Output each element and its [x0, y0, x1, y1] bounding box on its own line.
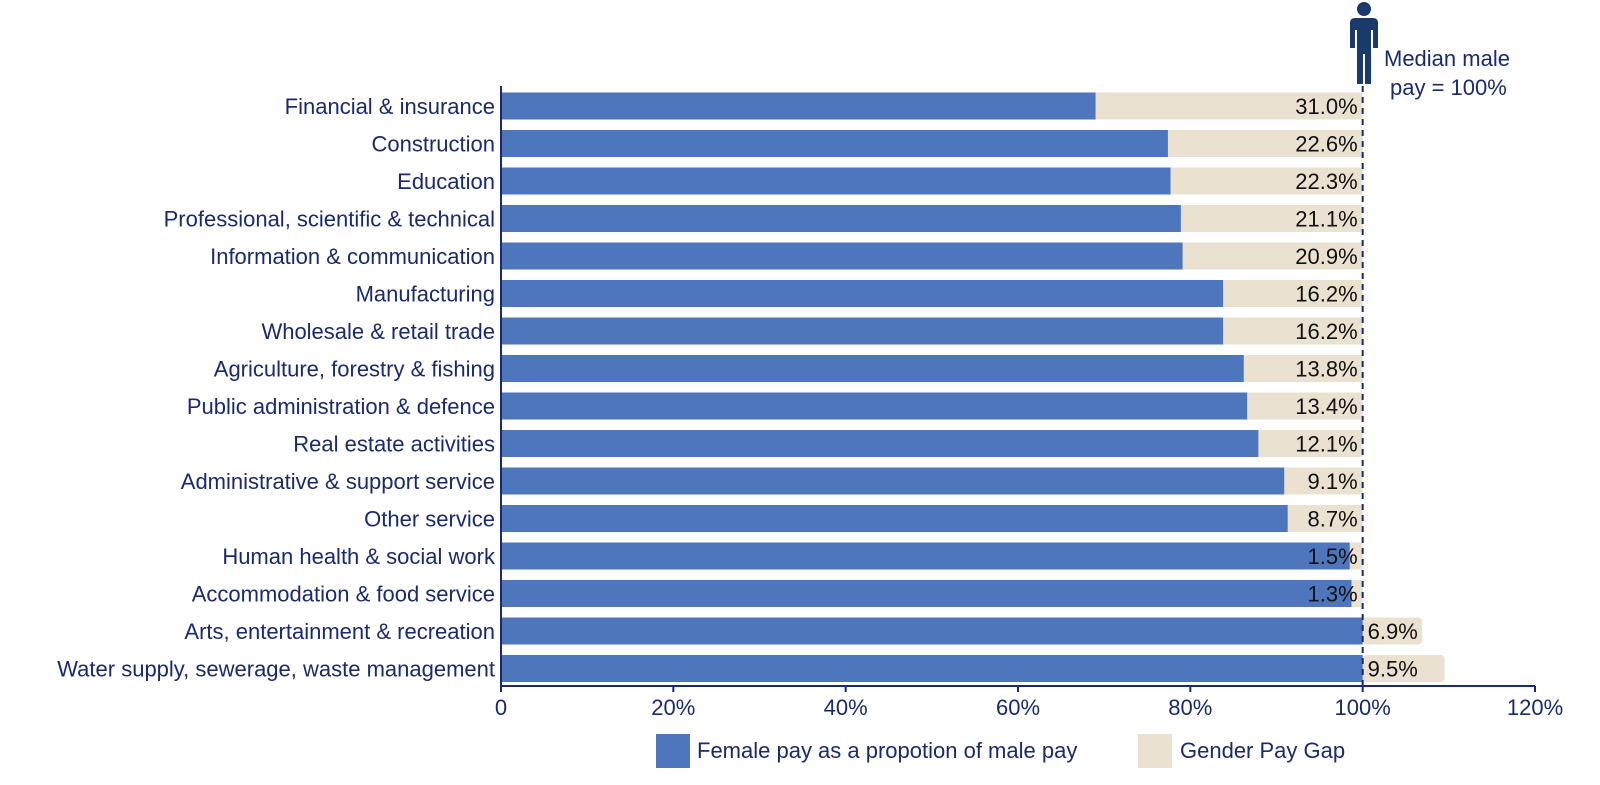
gap-bar [1258, 430, 1363, 457]
value-label: 31.0% [1295, 94, 1357, 119]
female-pay-bar [501, 280, 1224, 307]
gap-bar [1170, 167, 1363, 195]
female-pay-bar [501, 355, 1244, 382]
gap-bar [1351, 580, 1363, 607]
value-label: 16.2% [1295, 319, 1357, 344]
median-annotation: Median male pay = 100% [1350, 2, 1510, 100]
value-label: 21.1% [1295, 207, 1357, 232]
legend-swatch-gender-pay-gap [1138, 734, 1172, 768]
category-label: Agriculture, forestry & fishing [214, 357, 495, 382]
legend-label-gender-pay-gap: Gender Pay Gap [1180, 738, 1345, 763]
female-pay-bar [501, 580, 1352, 607]
female-pay-bar [501, 92, 1096, 120]
category-label: Professional, scientific & technical [164, 207, 495, 232]
value-label: 8.7% [1308, 507, 1358, 532]
gap-bar [1180, 205, 1363, 232]
female-pay-bar [501, 167, 1171, 195]
gap-bar [1362, 617, 1423, 645]
category-label: Other service [364, 507, 495, 532]
female-pay-bar [501, 505, 1288, 532]
value-label: 16.2% [1295, 282, 1357, 307]
bars-layer [501, 92, 1445, 682]
x-tick-label: 60% [996, 695, 1040, 720]
x-tick-label: 20% [651, 695, 695, 720]
category-label: Water supply, sewerage, waste management [57, 657, 495, 682]
x-axis-ticks: 0 20% 40% 60% 80% 100% 120% [495, 686, 1563, 720]
gap-bar [1223, 280, 1363, 307]
gap-bar [1243, 355, 1363, 382]
value-label: 22.6% [1295, 132, 1357, 157]
value-label: 9.1% [1308, 469, 1358, 494]
legend: Female pay as a propotion of male pay Ge… [656, 734, 1345, 768]
category-label: Administrative & support service [181, 469, 495, 494]
female-pay-bar [501, 617, 1363, 645]
value-labels: 31.0% 22.6% 22.3% 21.1% 20.9% 16.2% 16.2% 13.8%… [1295, 94, 1418, 682]
gap-bar [1349, 542, 1363, 570]
value-label: 6.9% [1368, 619, 1418, 644]
category-label: Accommodation & food service [192, 582, 495, 607]
female-pay-bar [501, 655, 1363, 682]
gap-bar [1287, 505, 1363, 532]
female-pay-bar [501, 317, 1224, 345]
x-tick-label: 40% [824, 695, 868, 720]
value-label: 22.3% [1295, 169, 1357, 194]
gap-bar [1362, 655, 1445, 682]
female-pay-bar [501, 205, 1181, 232]
female-pay-bar [501, 130, 1168, 157]
value-label: 12.1% [1295, 432, 1357, 457]
value-label: 20.9% [1295, 244, 1357, 269]
female-pay-bar [501, 467, 1285, 495]
category-labels: Financial & insurance Construction Educati… [57, 94, 496, 682]
x-tick-label: 80% [1168, 695, 1212, 720]
category-label: Arts, entertainment & recreation [184, 619, 495, 644]
category-label: Manufacturing [356, 282, 495, 307]
category-label: Real estate activities [293, 432, 495, 457]
female-pay-bar [501, 542, 1350, 570]
x-tick-label: 0 [495, 695, 507, 720]
value-label: 1.3% [1308, 582, 1358, 607]
category-label: Public administration & defence [187, 394, 495, 419]
value-label: 13.8% [1295, 357, 1357, 382]
female-pay-bar [501, 392, 1248, 420]
legend-label-female-pay: Female pay as a propotion of male pay [697, 738, 1077, 763]
annotation-line-2: pay = 100% [1390, 75, 1507, 100]
annotation-line-1: Median male [1384, 46, 1510, 71]
value-label: 9.5% [1368, 657, 1418, 682]
category-label: Wholesale & retail trade [261, 319, 495, 344]
category-label: Human health & social work [222, 544, 496, 569]
category-label: Education [397, 169, 495, 194]
female-pay-bar [501, 430, 1259, 457]
gap-bar [1095, 92, 1363, 120]
category-label: Construction [371, 132, 495, 157]
legend-swatch-female-pay [656, 734, 690, 768]
gap-bar [1284, 467, 1363, 495]
category-label: Information & communication [210, 244, 495, 269]
category-label: Financial & insurance [285, 94, 495, 119]
gap-bar [1182, 242, 1363, 270]
x-tick-label: 100% [1335, 695, 1391, 720]
gap-bar [1223, 317, 1363, 345]
value-label: 1.5% [1308, 544, 1358, 569]
gap-bar [1247, 392, 1363, 420]
female-pay-bar [501, 242, 1183, 270]
person-icon [1350, 2, 1378, 84]
value-label: 13.4% [1295, 394, 1357, 419]
gap-bar [1167, 130, 1363, 157]
x-tick-label: 120% [1507, 695, 1563, 720]
